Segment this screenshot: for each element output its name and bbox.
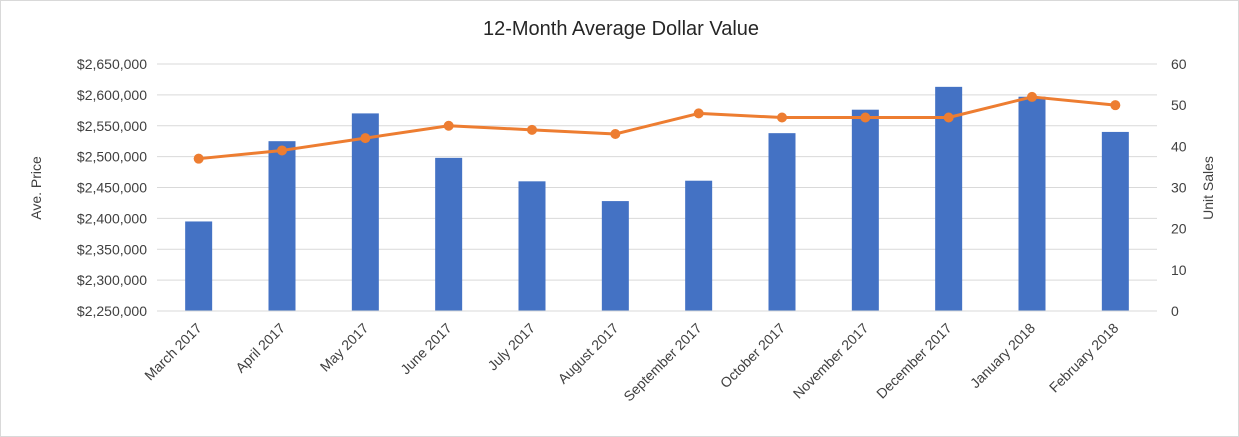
left-tick-label: $2,400,000 (77, 210, 147, 226)
left-tick-label: $2,500,000 (77, 149, 147, 165)
line-point (443, 120, 454, 131)
x-tick-label: December 2017 (873, 320, 955, 402)
x-tick-label: March 2017 (141, 320, 205, 384)
left-axis-title: Ave. Price (28, 156, 44, 220)
line-point (693, 108, 704, 119)
bar (768, 133, 796, 311)
x-tick-label: July 2017 (484, 320, 538, 374)
bar (518, 181, 546, 311)
x-tick-label: May 2017 (317, 320, 372, 375)
right-tick-label: 30 (1171, 180, 1187, 196)
right-tick-label: 0 (1171, 303, 1179, 319)
bar-series (185, 86, 1129, 312)
right-tick-label: 60 (1171, 56, 1187, 72)
bar (935, 86, 963, 311)
right-tick-label: 20 (1171, 221, 1187, 237)
line-point (1110, 100, 1121, 111)
x-tick-label: June 2017 (397, 320, 455, 378)
bar (1018, 96, 1046, 311)
left-tick-label: $2,550,000 (77, 118, 147, 134)
gridlines (157, 63, 1157, 312)
left-tick-label: $2,600,000 (77, 87, 147, 103)
x-tick-label: January 2018 (967, 320, 1038, 391)
line-series (193, 91, 1121, 164)
line-point (527, 124, 537, 135)
right-tick-label: 10 (1171, 262, 1187, 278)
right-axis: 0 10 20 30 40 50 60 (1171, 56, 1187, 319)
right-axis-title: Unit Sales (1200, 156, 1216, 220)
left-tick-label: $2,450,000 (77, 180, 147, 196)
bar (685, 180, 713, 311)
x-tick-label: October 2017 (717, 320, 788, 391)
x-tick-label: September 2017 (620, 320, 705, 405)
right-tick-label: 50 (1171, 97, 1187, 113)
line-point (610, 128, 621, 139)
line-point (1027, 91, 1037, 102)
line-point (777, 112, 787, 123)
right-tick-label: 40 (1171, 138, 1187, 154)
bar (851, 109, 879, 311)
line-path (198, 95, 1116, 161)
line-point (360, 133, 371, 144)
line-point (277, 145, 287, 156)
line-point (860, 112, 871, 123)
bar (351, 113, 379, 312)
left-axis: $2,250,000 $2,300,000 $2,350,000 $2,400,000… (77, 56, 147, 319)
left-tick-label: $2,250,000 (77, 303, 147, 319)
bar (435, 157, 463, 311)
line-point (193, 153, 204, 164)
line-point (943, 112, 954, 123)
x-axis: March 2017 April 2017 May 2017 June 2017 Jul… (141, 310, 1157, 405)
x-tick-label: April 2017 (232, 320, 288, 376)
bar (185, 221, 213, 311)
bar (1101, 131, 1129, 311)
bar (268, 141, 296, 311)
left-tick-label: $2,300,000 (77, 272, 147, 288)
chart-title: 12-Month Average Dollar Value (483, 18, 759, 40)
left-tick-label: $2,350,000 (77, 241, 147, 257)
x-tick-label: February 2018 (1046, 320, 1122, 396)
x-tick-label: November 2017 (790, 320, 872, 402)
left-tick-label: $2,650,000 (77, 56, 147, 72)
bar (601, 201, 629, 311)
x-tick-label: August 2017 (555, 320, 622, 387)
